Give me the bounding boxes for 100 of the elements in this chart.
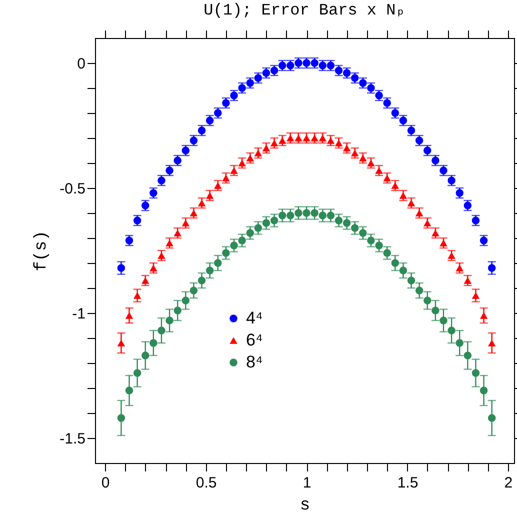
point	[456, 264, 464, 272]
point	[375, 92, 383, 100]
point	[424, 146, 432, 154]
point	[214, 259, 222, 267]
point	[214, 182, 222, 189]
point	[166, 240, 174, 246]
point	[432, 306, 440, 314]
point	[488, 340, 496, 346]
point	[302, 59, 310, 67]
point	[472, 369, 480, 377]
point	[407, 276, 416, 284]
point	[456, 339, 464, 347]
point	[190, 136, 198, 144]
point	[270, 216, 278, 224]
point	[472, 292, 480, 299]
point	[367, 236, 375, 244]
point	[206, 116, 214, 124]
point	[117, 340, 126, 346]
point	[206, 266, 214, 274]
point	[488, 414, 496, 422]
point	[383, 174, 391, 182]
y-tick-label: -0.5	[60, 180, 86, 198]
point	[375, 167, 383, 174]
point	[286, 134, 294, 142]
point	[448, 176, 456, 184]
point	[133, 216, 142, 224]
point	[278, 212, 286, 220]
point	[294, 209, 302, 217]
point	[254, 224, 262, 232]
point	[278, 62, 286, 70]
point	[270, 140, 278, 146]
x-tick-label: 2	[504, 474, 513, 492]
point	[198, 126, 206, 134]
point	[270, 66, 278, 74]
point	[238, 236, 246, 244]
point	[391, 109, 400, 117]
point	[150, 264, 158, 272]
point	[448, 252, 456, 259]
point	[359, 229, 367, 237]
point	[222, 99, 230, 107]
point	[125, 312, 134, 319]
point	[342, 219, 351, 227]
point	[262, 219, 270, 227]
point	[391, 259, 400, 267]
point	[342, 69, 351, 77]
point	[480, 312, 488, 319]
point	[464, 202, 472, 210]
point	[464, 352, 472, 360]
point	[230, 242, 238, 250]
point	[133, 292, 142, 299]
point	[318, 212, 327, 220]
point	[190, 210, 198, 216]
point	[222, 174, 230, 182]
point	[424, 220, 432, 226]
point	[375, 242, 383, 250]
point	[174, 156, 182, 164]
point	[399, 116, 408, 124]
point	[117, 264, 126, 272]
point	[383, 249, 391, 257]
point	[440, 316, 448, 324]
legend-label: 4⁴	[246, 308, 263, 328]
point	[488, 264, 496, 272]
point	[310, 134, 318, 142]
point	[254, 74, 262, 82]
point	[464, 277, 472, 284]
point	[198, 276, 206, 284]
point	[125, 386, 134, 394]
point	[432, 156, 440, 164]
point	[294, 134, 302, 142]
point	[302, 209, 310, 217]
y-axis-title: f(s)	[32, 230, 52, 272]
point	[141, 202, 150, 210]
point	[350, 150, 359, 156]
point	[254, 150, 262, 156]
point	[125, 236, 134, 244]
point	[286, 62, 294, 70]
point	[480, 386, 488, 394]
point	[391, 182, 400, 189]
chart-title: U(1); Error Bars x Nₚ	[204, 2, 406, 20]
point	[399, 266, 408, 274]
point	[190, 286, 198, 294]
point	[432, 230, 440, 236]
point	[415, 210, 424, 216]
point	[318, 62, 327, 70]
point	[310, 59, 318, 67]
point	[182, 146, 190, 154]
point	[407, 200, 416, 206]
point	[262, 144, 270, 152]
point	[326, 212, 335, 220]
point	[150, 339, 158, 347]
point	[238, 84, 246, 92]
point	[415, 286, 424, 294]
point	[367, 84, 375, 92]
point	[182, 296, 190, 304]
point	[302, 134, 310, 142]
point	[359, 154, 367, 162]
y-tick-label: -1.5	[60, 430, 86, 448]
x-tick-label: 0.5	[196, 474, 217, 492]
point	[262, 69, 270, 77]
point	[448, 326, 456, 334]
